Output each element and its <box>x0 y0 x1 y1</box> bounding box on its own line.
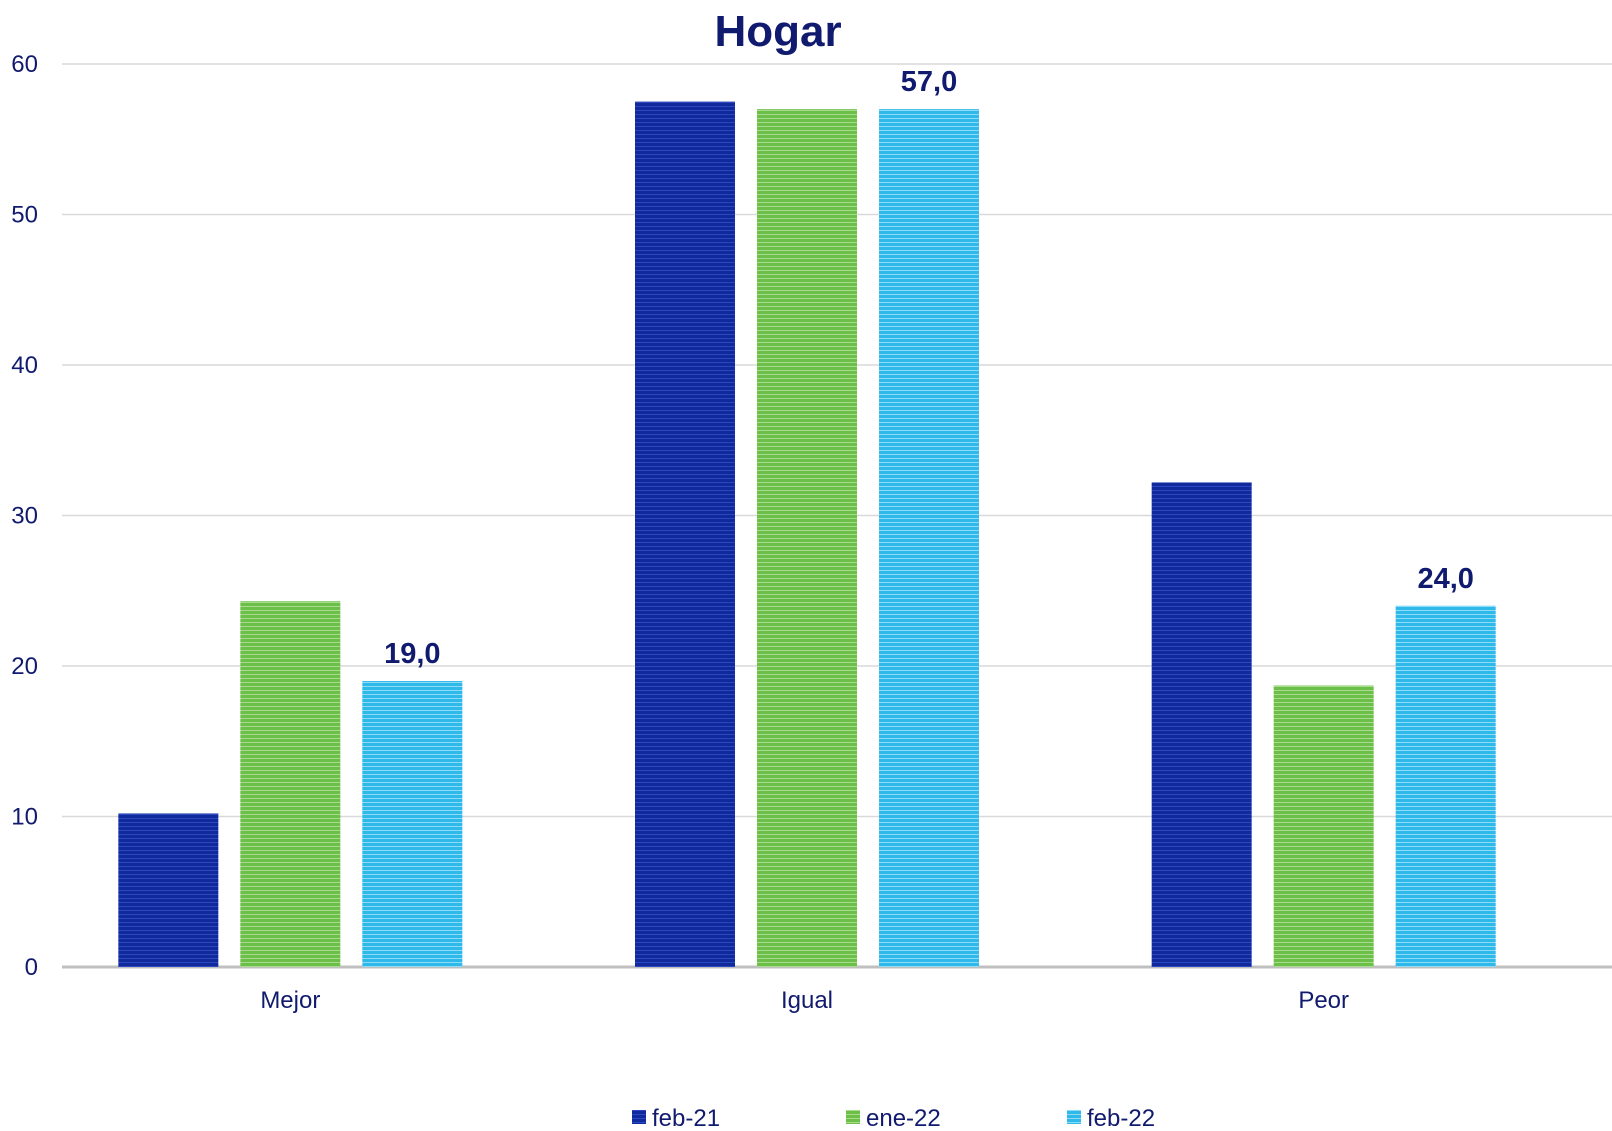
legend-swatch <box>846 1110 860 1124</box>
bar-ene-22-Mejor <box>240 601 341 967</box>
legend-swatch <box>632 1110 646 1124</box>
y-tick-label: 40 <box>11 352 38 379</box>
data-labels: 19,0 57,0 24,0 <box>384 66 1474 670</box>
bar-feb-22-Peor <box>1395 605 1496 967</box>
y-tick-label: 0 <box>25 954 38 981</box>
data-label: 24,0 <box>1417 563 1473 595</box>
x-tick-label: Mejor <box>260 987 320 1014</box>
x-tick-label: Igual <box>781 987 833 1014</box>
y-tick-label: 50 <box>11 202 38 229</box>
bars <box>118 101 1496 967</box>
bar-ene-22-Peor <box>1273 685 1374 967</box>
y-tick-label: 10 <box>11 804 38 831</box>
legend: feb-21 ene-22 feb-22 <box>632 1105 1155 1131</box>
bar-feb-22-Igual <box>879 109 979 967</box>
y-tick-label: 30 <box>11 503 38 530</box>
y-tick-label: 20 <box>11 653 38 680</box>
legend-label: ene-22 <box>866 1105 941 1131</box>
bar-feb-21-Peor <box>1151 482 1252 967</box>
y-axis-ticks: 0 10 20 30 40 50 60 <box>11 51 38 981</box>
y-tick-label: 60 <box>11 51 38 78</box>
x-axis-ticks: Mejor Igual Peor <box>260 987 1349 1014</box>
legend-label: feb-22 <box>1087 1105 1155 1131</box>
legend-swatch <box>1067 1110 1081 1124</box>
bar-ene-22-Igual <box>757 109 857 967</box>
x-tick-label: Peor <box>1298 987 1349 1014</box>
bar-feb-21-Igual <box>635 101 735 967</box>
bar-feb-21-Mejor <box>118 813 219 967</box>
data-label: 19,0 <box>384 638 440 670</box>
data-label: 57,0 <box>901 66 957 98</box>
legend-label: feb-21 <box>652 1105 720 1131</box>
bar-feb-22-Mejor <box>362 681 463 967</box>
chart-title: Hogar <box>714 7 841 56</box>
